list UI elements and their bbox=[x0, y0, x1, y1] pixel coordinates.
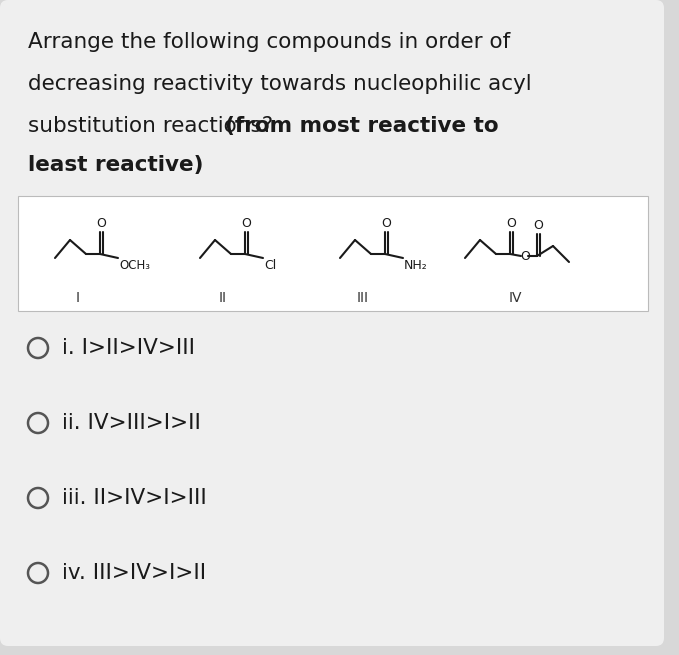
Text: iii. II>IV>I>III: iii. II>IV>I>III bbox=[62, 488, 206, 508]
FancyBboxPatch shape bbox=[0, 0, 664, 646]
Text: least reactive): least reactive) bbox=[28, 155, 204, 175]
Text: decreasing reactivity towards nucleophilic acyl: decreasing reactivity towards nucleophil… bbox=[28, 74, 532, 94]
Text: O: O bbox=[96, 217, 107, 230]
Text: IV: IV bbox=[509, 291, 521, 305]
Text: iv. III>IV>I>II: iv. III>IV>I>II bbox=[62, 563, 206, 583]
Text: Cl: Cl bbox=[264, 259, 276, 272]
Text: O: O bbox=[520, 250, 530, 263]
Text: II: II bbox=[219, 291, 227, 305]
Text: substitution reactions?: substitution reactions? bbox=[28, 116, 280, 136]
Text: i. I>II>IV>III: i. I>II>IV>III bbox=[62, 338, 195, 358]
Text: III: III bbox=[357, 291, 369, 305]
Text: Arrange the following compounds in order of: Arrange the following compounds in order… bbox=[28, 32, 510, 52]
Text: NH₂: NH₂ bbox=[404, 259, 428, 272]
Text: (from most reactive to: (from most reactive to bbox=[225, 116, 498, 136]
Text: O: O bbox=[382, 217, 391, 230]
Text: ii. IV>III>I>II: ii. IV>III>I>II bbox=[62, 413, 201, 433]
Text: I: I bbox=[76, 291, 80, 305]
Text: O: O bbox=[534, 219, 543, 232]
Text: O: O bbox=[242, 217, 251, 230]
FancyBboxPatch shape bbox=[18, 196, 648, 311]
Text: OCH₃: OCH₃ bbox=[119, 259, 150, 272]
Text: O: O bbox=[507, 217, 517, 230]
